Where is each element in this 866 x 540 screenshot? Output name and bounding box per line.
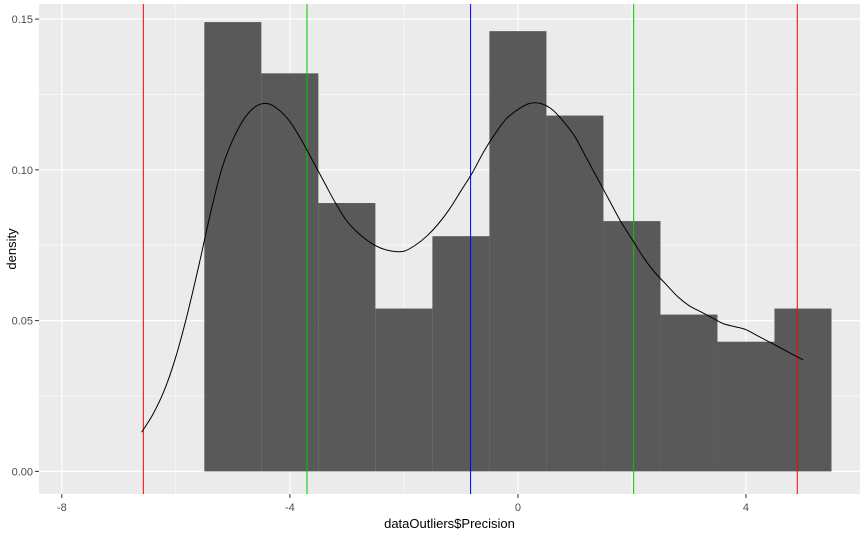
x-axis-title: dataOutliers$Precision — [384, 516, 515, 531]
x-axis-ticks: -8 -4 0 4 — [57, 494, 749, 514]
x-tick-label: 0 — [515, 502, 521, 514]
histogram-bar — [432, 236, 490, 472]
y-axis-ticks: 0.00 0.05 0.10 0.15 — [12, 14, 39, 478]
histogram-bar — [489, 31, 547, 472]
histogram-bar — [717, 341, 775, 472]
histogram-bar — [603, 221, 661, 472]
histogram-bar — [774, 308, 832, 472]
density-curve — [141, 102, 804, 433]
x-tick-label: -8 — [57, 502, 67, 514]
y-tick-label: 0.15 — [12, 14, 33, 26]
y-tick-label: 0.00 — [12, 466, 33, 478]
histogram-bar — [375, 308, 433, 472]
histogram-bar — [660, 314, 718, 472]
reference-lines — [142, 4, 798, 494]
y-tick-label: 0.05 — [12, 316, 33, 328]
histogram-bar — [261, 73, 319, 472]
y-axis-title: density — [4, 228, 19, 270]
y-tick-label: 0.10 — [12, 165, 33, 177]
x-tick-label: -4 — [285, 502, 295, 514]
histogram-bars — [204, 22, 832, 472]
x-tick-label: 4 — [743, 502, 749, 514]
histogram-bar — [204, 22, 262, 472]
histogram-bar — [318, 203, 376, 472]
histogram-bar — [546, 115, 604, 472]
